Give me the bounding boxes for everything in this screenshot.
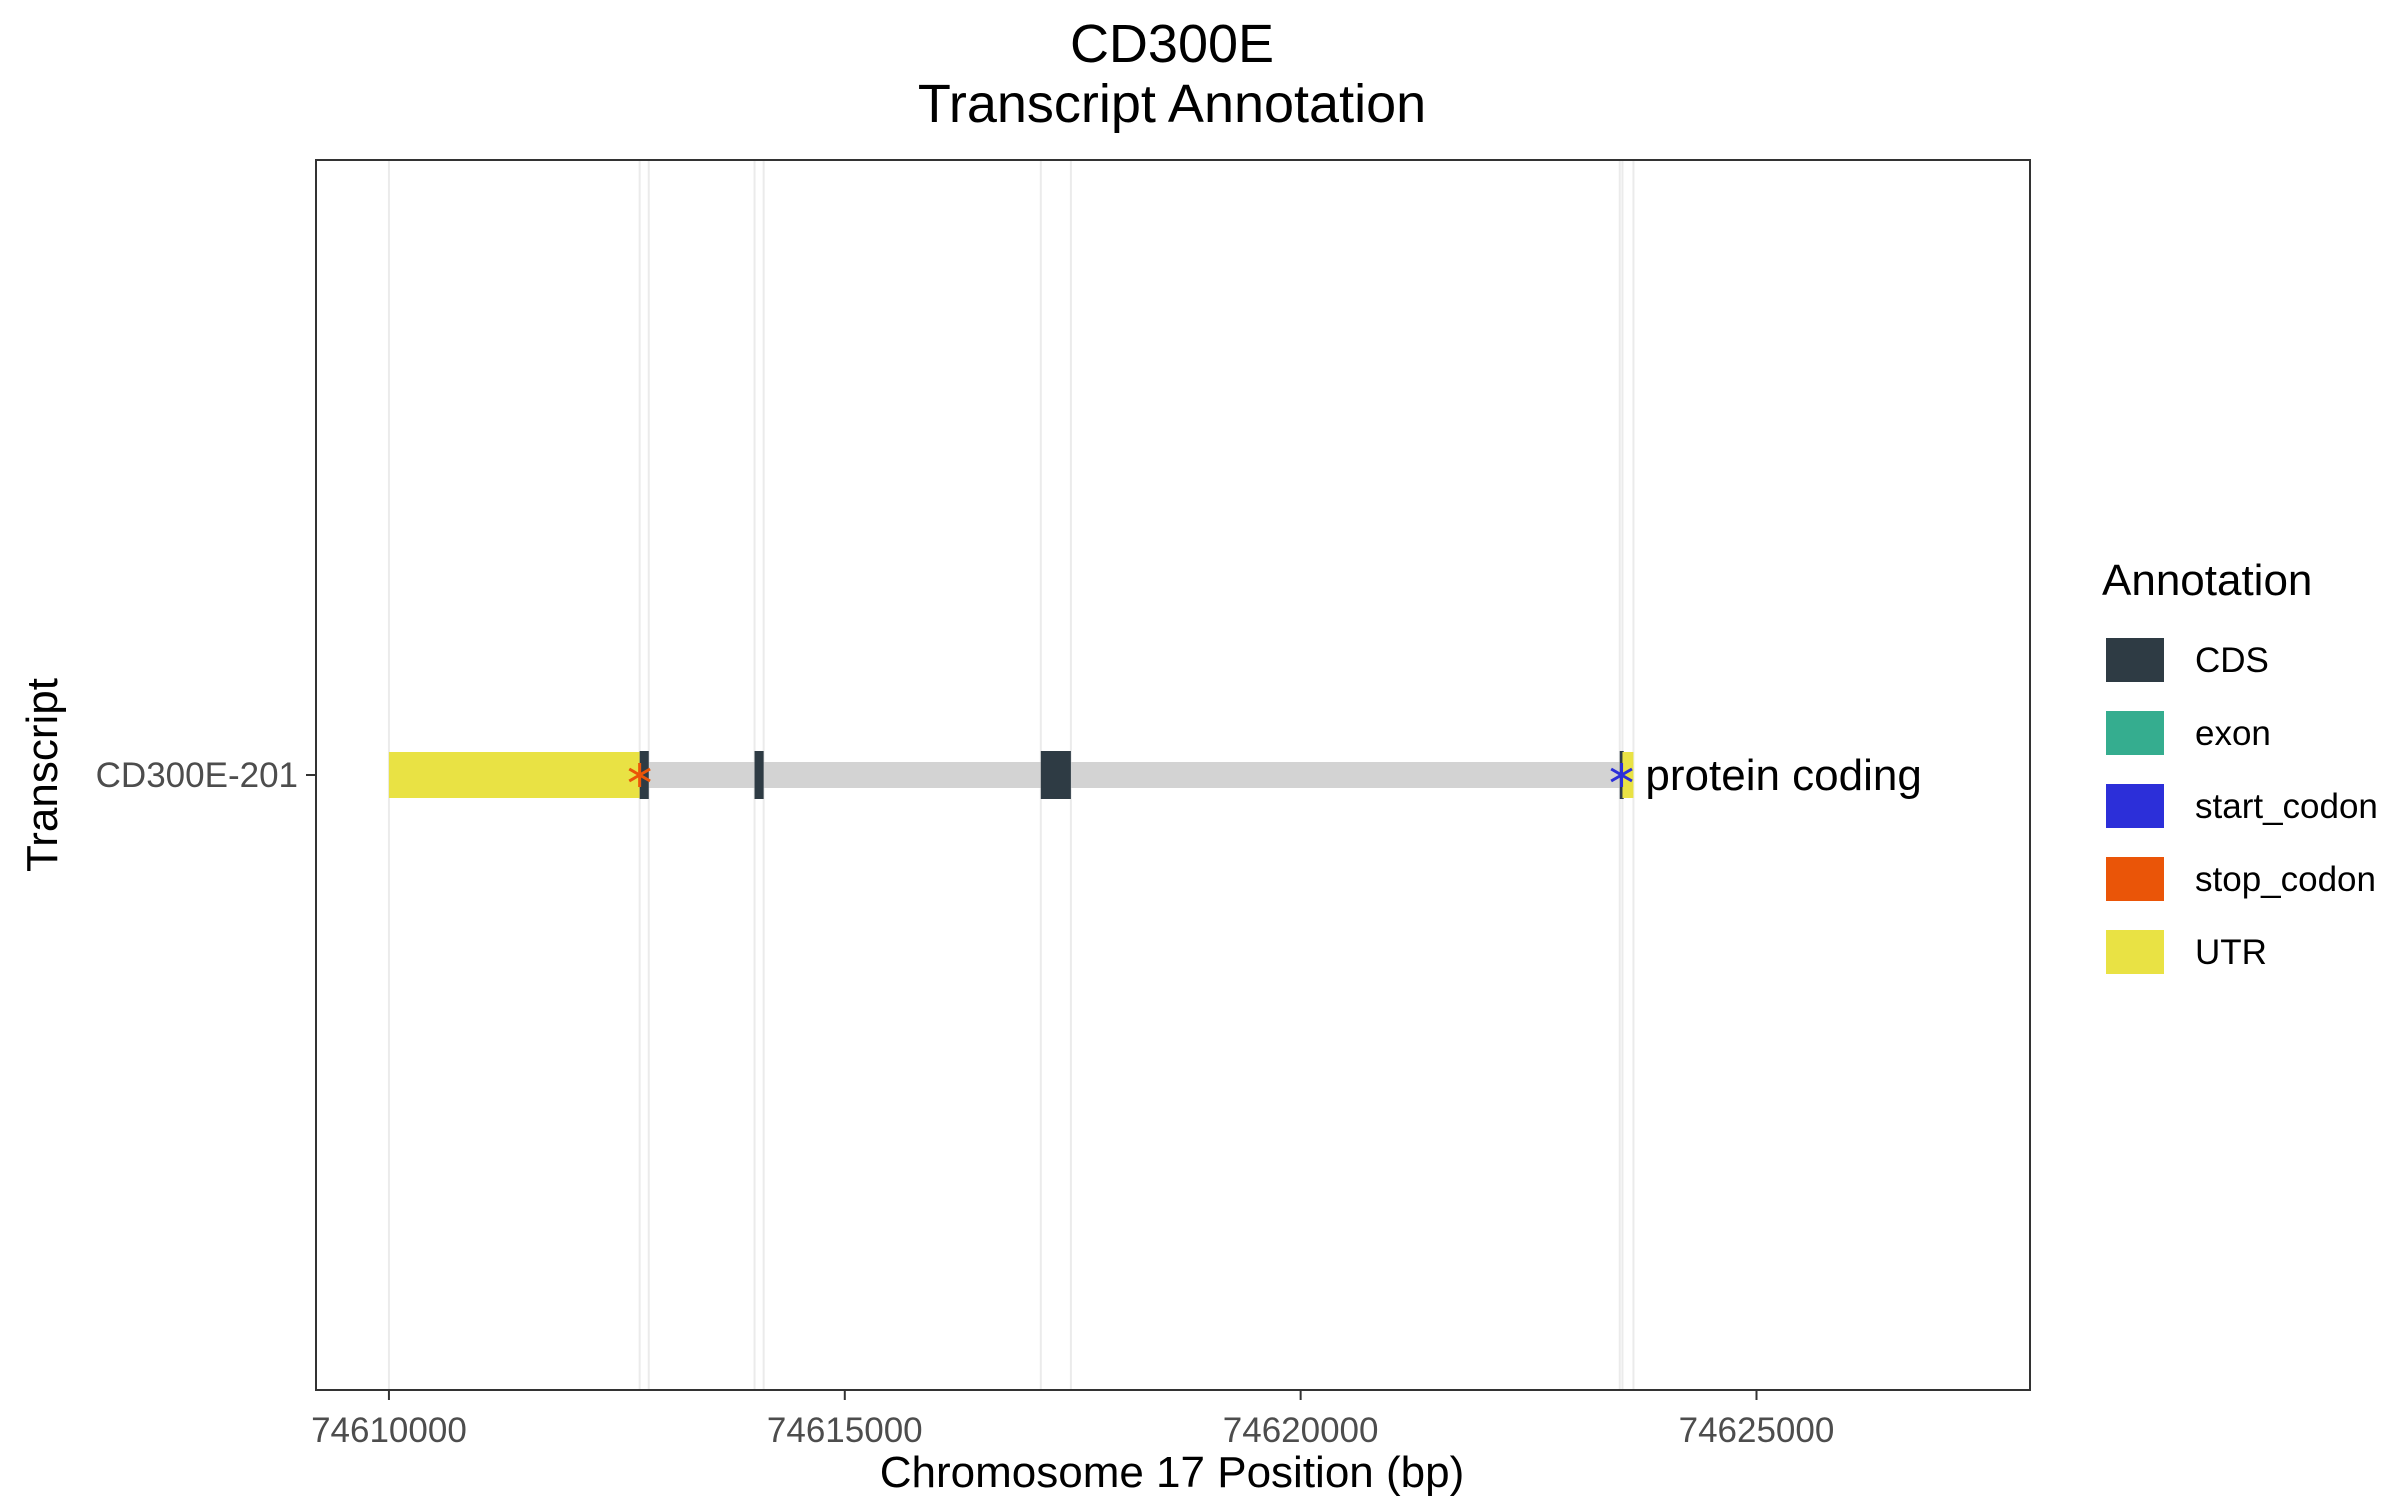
legend-label-cds: CDS (2195, 641, 2269, 680)
legend-label-start-codon: start_codon (2195, 787, 2378, 826)
chart-title: CD300E (1070, 14, 1274, 74)
x-tick-label: 74620000 (1223, 1411, 1379, 1450)
legend-label-utr: UTR (2195, 933, 2267, 972)
x-axis-title: Chromosome 17 Position (bp) (880, 1448, 1464, 1497)
legend-label-stop-codon: stop_codon (2195, 860, 2376, 899)
legend: Annotation CDS exon start_codon stop_codon U… (2102, 556, 2378, 974)
start-codon-marker-stroke (1610, 767, 1633, 783)
legend-swatch-cds (2106, 638, 2164, 682)
y-axis: CD300E-201 (96, 756, 316, 795)
utr-block (1622, 752, 1634, 798)
transcript-biotype-label: protein coding (1645, 751, 1921, 800)
legend-swatch-stop-codon (2106, 857, 2164, 901)
legend-swatch-utr (2106, 930, 2164, 974)
legend-swatch-start-codon (2106, 784, 2164, 828)
track-layer: protein coding (388, 751, 1922, 800)
y-tick-label: CD300E-201 (96, 756, 298, 795)
legend-swatch-exon (2106, 711, 2164, 755)
stop-codon-marker (628, 763, 651, 787)
x-tick-label: 74610000 (311, 1411, 467, 1450)
start-codon-marker (1610, 763, 1633, 787)
chart-subtitle: Transcript Annotation (918, 74, 1426, 134)
legend-title: Annotation (2102, 556, 2312, 605)
stop-codon-marker-stroke (628, 767, 651, 783)
utr-block (388, 752, 640, 798)
x-tick-label: 74625000 (1679, 1411, 1835, 1450)
cds-block (1040, 751, 1071, 799)
cds-block (639, 751, 649, 799)
x-axis: 74610000 74615000 74620000 74625000 (311, 1390, 1834, 1450)
x-tick-label: 74615000 (767, 1411, 923, 1450)
cds-block (754, 751, 764, 799)
y-axis-title: Transcript (18, 678, 67, 872)
legend-label-exon: exon (2195, 714, 2271, 753)
